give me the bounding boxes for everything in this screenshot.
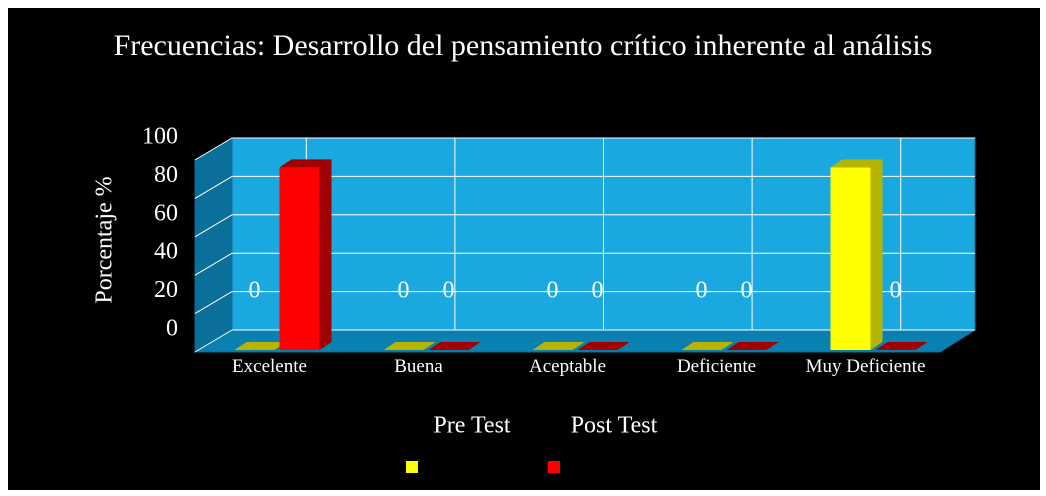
bar [577, 342, 630, 350]
data-label: 0 [741, 278, 753, 304]
x-tick-label: Buena [394, 356, 443, 377]
bar-side [319, 159, 332, 350]
chart-title: Frecuencias: Desarrollo del pensamiento … [113, 29, 933, 62]
bar [681, 342, 734, 350]
bar [532, 342, 585, 350]
bar-top [428, 342, 481, 350]
x-tick-label: Excelente [232, 356, 307, 377]
y-tick-label: 0 [166, 316, 178, 342]
bar-top [875, 342, 928, 350]
legend-swatch [548, 461, 560, 473]
y-tick-label: 60 [154, 200, 178, 226]
bar-top [681, 342, 734, 350]
bar [726, 342, 779, 350]
bar-top [234, 342, 287, 350]
legend-swatch [406, 461, 418, 473]
bar [428, 342, 481, 350]
bar-top [726, 342, 779, 350]
bar [875, 342, 928, 350]
grid-line [194, 329, 233, 353]
data-label: 0 [249, 278, 261, 304]
y-tick-label: 40 [154, 239, 178, 265]
data-label: 0 [547, 278, 559, 304]
bar [830, 159, 883, 350]
grid-line [194, 175, 233, 199]
y-tick-label: 100 [142, 124, 178, 150]
grid-line [194, 137, 233, 161]
grid-line [194, 252, 233, 276]
y-tick-label: 80 [154, 162, 178, 188]
bar [383, 342, 436, 350]
bar-top [830, 159, 883, 168]
bar-front [830, 167, 871, 350]
bar [279, 159, 332, 350]
data-label: 0 [592, 278, 604, 304]
legend-label: Pre Test [433, 413, 511, 439]
bar-front [279, 167, 320, 350]
data-label: 0 [696, 278, 708, 304]
legend-label: Post Test [571, 413, 658, 439]
bar-top [383, 342, 436, 350]
y-tick-label: 20 [154, 277, 178, 303]
x-tick-label: Muy Deficiente [805, 356, 926, 377]
side-wall [194, 137, 233, 353]
y-axis-label: Porcentaje % [92, 176, 118, 303]
grid-line [194, 291, 233, 315]
bar [234, 342, 287, 350]
bar-top [279, 159, 332, 168]
grid-line [194, 214, 233, 238]
x-tick-label: Deficiente [676, 356, 757, 377]
data-label: 0 [890, 278, 902, 304]
data-label: 0 [398, 278, 410, 304]
data-label: 0 [443, 278, 455, 304]
bar-side [870, 159, 883, 350]
bar-top [532, 342, 585, 350]
x-tick-label: Aceptable [528, 356, 606, 377]
bar-top [577, 342, 630, 350]
